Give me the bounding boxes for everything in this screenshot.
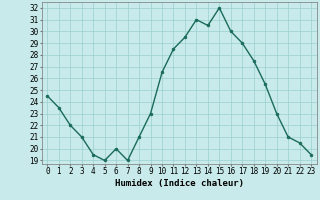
X-axis label: Humidex (Indice chaleur): Humidex (Indice chaleur) — [115, 179, 244, 188]
